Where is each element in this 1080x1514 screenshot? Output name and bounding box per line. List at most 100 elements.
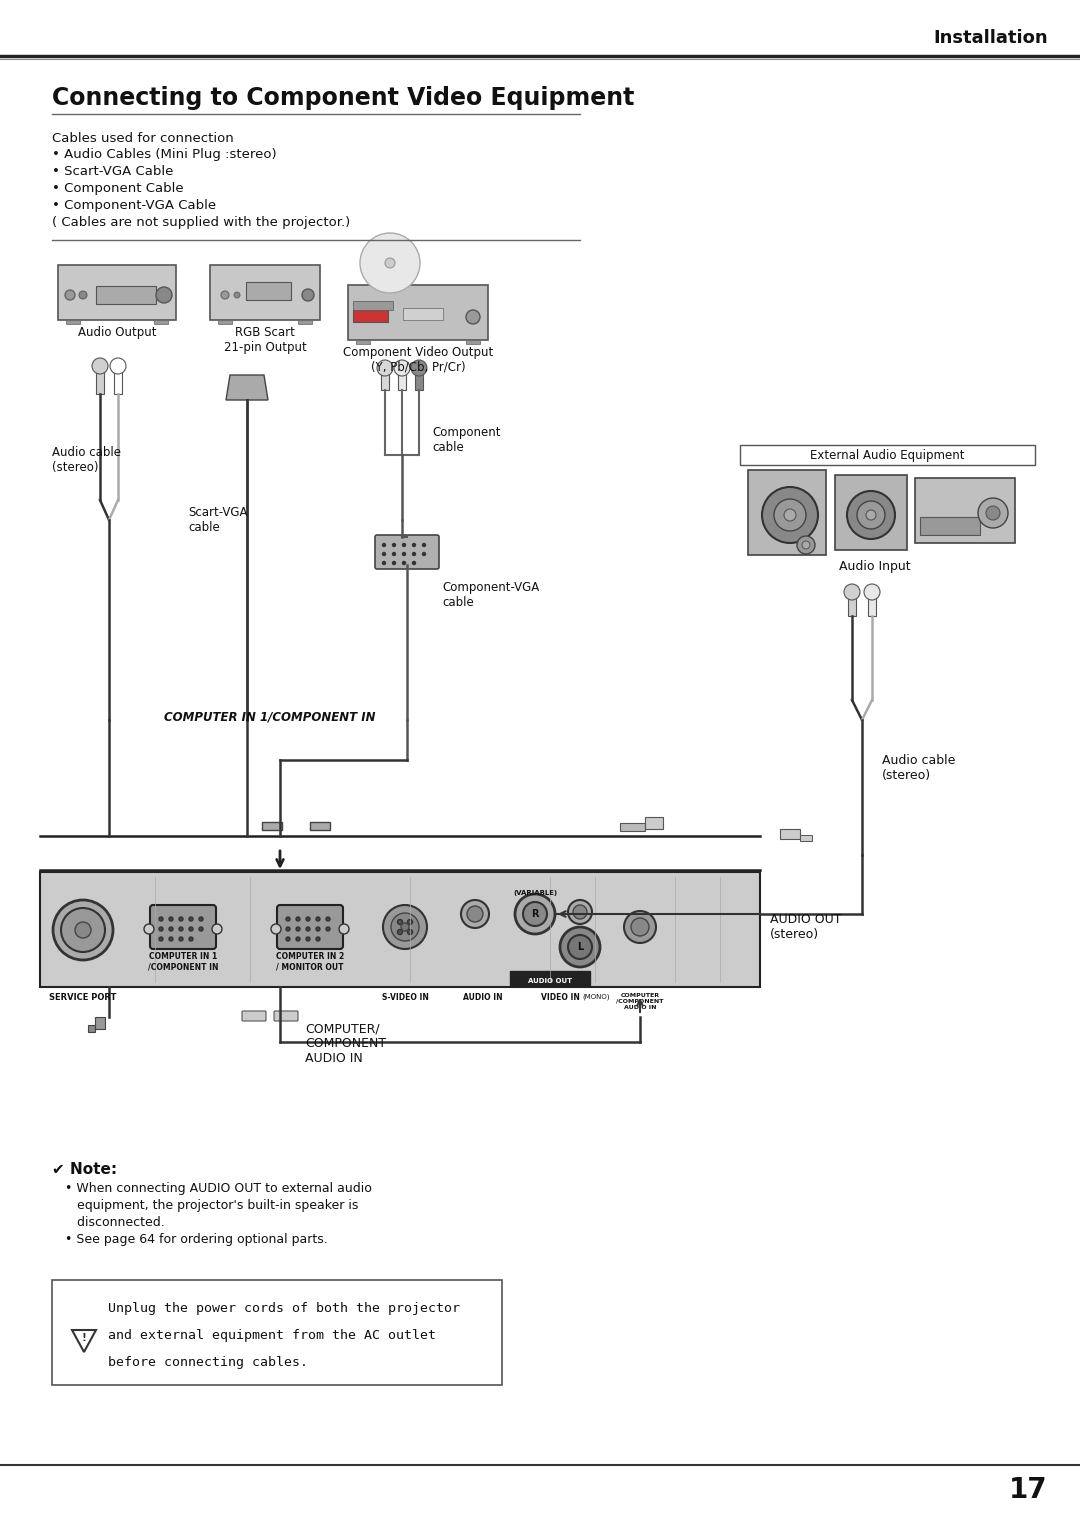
Circle shape xyxy=(156,288,172,303)
Bar xyxy=(740,445,1035,465)
Text: Scart-VGA
cable: Scart-VGA cable xyxy=(188,506,247,534)
Bar xyxy=(415,368,423,391)
Circle shape xyxy=(306,927,310,931)
Circle shape xyxy=(144,924,154,934)
Bar xyxy=(95,1017,105,1030)
Circle shape xyxy=(189,937,193,942)
FancyBboxPatch shape xyxy=(276,905,343,949)
Bar xyxy=(510,970,590,986)
Circle shape xyxy=(159,917,163,921)
Polygon shape xyxy=(72,1329,96,1352)
Circle shape xyxy=(392,544,395,547)
Circle shape xyxy=(65,291,75,300)
Text: Component-VGA
cable: Component-VGA cable xyxy=(442,581,539,609)
Text: ✔ Note:: ✔ Note: xyxy=(52,1163,117,1176)
Bar xyxy=(246,282,291,300)
Text: ( Cables are not supplied with the projector.): ( Cables are not supplied with the proje… xyxy=(52,217,350,229)
Bar xyxy=(800,836,812,840)
Circle shape xyxy=(286,937,291,942)
Circle shape xyxy=(561,927,600,967)
FancyBboxPatch shape xyxy=(375,534,438,569)
Text: !: ! xyxy=(82,1332,86,1343)
Text: Audio cable
(stereo): Audio cable (stereo) xyxy=(52,447,121,474)
Text: • Audio Cables (Mini Plug :stereo): • Audio Cables (Mini Plug :stereo) xyxy=(52,148,276,160)
FancyBboxPatch shape xyxy=(242,1011,266,1020)
Text: • Component Cable: • Component Cable xyxy=(52,182,184,195)
Circle shape xyxy=(802,540,810,550)
Text: Audio Output: Audio Output xyxy=(78,326,157,339)
Circle shape xyxy=(159,937,163,942)
Bar xyxy=(356,341,370,344)
Circle shape xyxy=(407,919,413,925)
Text: • Component-VGA Cable: • Component-VGA Cable xyxy=(52,198,216,212)
Circle shape xyxy=(858,501,885,528)
Circle shape xyxy=(403,544,405,547)
Text: • Scart-VGA Cable: • Scart-VGA Cable xyxy=(52,165,174,179)
Circle shape xyxy=(624,911,656,943)
Bar xyxy=(353,310,388,322)
Bar xyxy=(96,366,104,394)
Text: VIDEO IN: VIDEO IN xyxy=(541,993,580,1002)
Circle shape xyxy=(339,924,349,934)
Circle shape xyxy=(296,917,300,921)
Circle shape xyxy=(316,917,320,921)
Circle shape xyxy=(92,357,108,374)
Circle shape xyxy=(302,289,314,301)
Circle shape xyxy=(326,917,330,921)
Circle shape xyxy=(391,913,419,942)
Text: (MONO): (MONO) xyxy=(582,993,609,999)
Text: L: L xyxy=(577,942,583,952)
Text: AUDIO IN: AUDIO IN xyxy=(463,993,503,1002)
Bar xyxy=(310,822,330,830)
Bar xyxy=(218,319,232,324)
Circle shape xyxy=(79,291,87,298)
Circle shape xyxy=(168,917,173,921)
Text: RGB Scart
21-pin Output: RGB Scart 21-pin Output xyxy=(224,326,307,354)
Circle shape xyxy=(286,917,291,921)
Text: AUDIO OUT
(stereo): AUDIO OUT (stereo) xyxy=(770,913,841,942)
Circle shape xyxy=(843,584,860,600)
Circle shape xyxy=(189,927,193,931)
Circle shape xyxy=(234,292,240,298)
Circle shape xyxy=(762,488,818,544)
FancyBboxPatch shape xyxy=(274,1011,298,1020)
Bar xyxy=(620,824,645,831)
Bar xyxy=(465,341,480,344)
Circle shape xyxy=(467,905,483,922)
Circle shape xyxy=(159,927,163,931)
Circle shape xyxy=(784,509,796,521)
Circle shape xyxy=(407,930,413,934)
Circle shape xyxy=(179,917,183,921)
Circle shape xyxy=(515,893,555,934)
Circle shape xyxy=(384,257,395,268)
Circle shape xyxy=(212,924,222,934)
Circle shape xyxy=(60,908,105,952)
Text: Component Video Output
(Y, Pb/Cb, Pr/Cr): Component Video Output (Y, Pb/Cb, Pr/Cr) xyxy=(342,347,494,374)
Circle shape xyxy=(568,936,592,958)
Circle shape xyxy=(110,357,126,374)
Bar xyxy=(403,307,443,319)
Text: • See page 64 for ordering optional parts.: • See page 64 for ordering optional part… xyxy=(65,1232,327,1246)
Circle shape xyxy=(296,927,300,931)
Circle shape xyxy=(168,927,173,931)
Bar xyxy=(835,475,907,550)
Circle shape xyxy=(326,927,330,931)
Text: S-VIDEO IN: S-VIDEO IN xyxy=(381,993,429,1002)
Text: Installation: Installation xyxy=(933,29,1048,47)
Circle shape xyxy=(199,917,203,921)
Text: COMPUTER IN 1/COMPONENT IN: COMPUTER IN 1/COMPONENT IN xyxy=(164,710,376,724)
Bar xyxy=(114,366,122,394)
Circle shape xyxy=(271,924,281,934)
Circle shape xyxy=(75,922,91,939)
Circle shape xyxy=(382,553,386,556)
Text: Component
cable: Component cable xyxy=(432,425,500,454)
Text: (VARIABLE): (VARIABLE) xyxy=(513,890,557,896)
Circle shape xyxy=(286,927,291,931)
Bar xyxy=(96,286,156,304)
Circle shape xyxy=(866,510,876,519)
Bar xyxy=(87,1025,95,1033)
Circle shape xyxy=(403,562,405,565)
Circle shape xyxy=(847,491,895,539)
Text: Connecting to Component Video Equipment: Connecting to Component Video Equipment xyxy=(52,86,634,111)
Polygon shape xyxy=(226,375,268,400)
